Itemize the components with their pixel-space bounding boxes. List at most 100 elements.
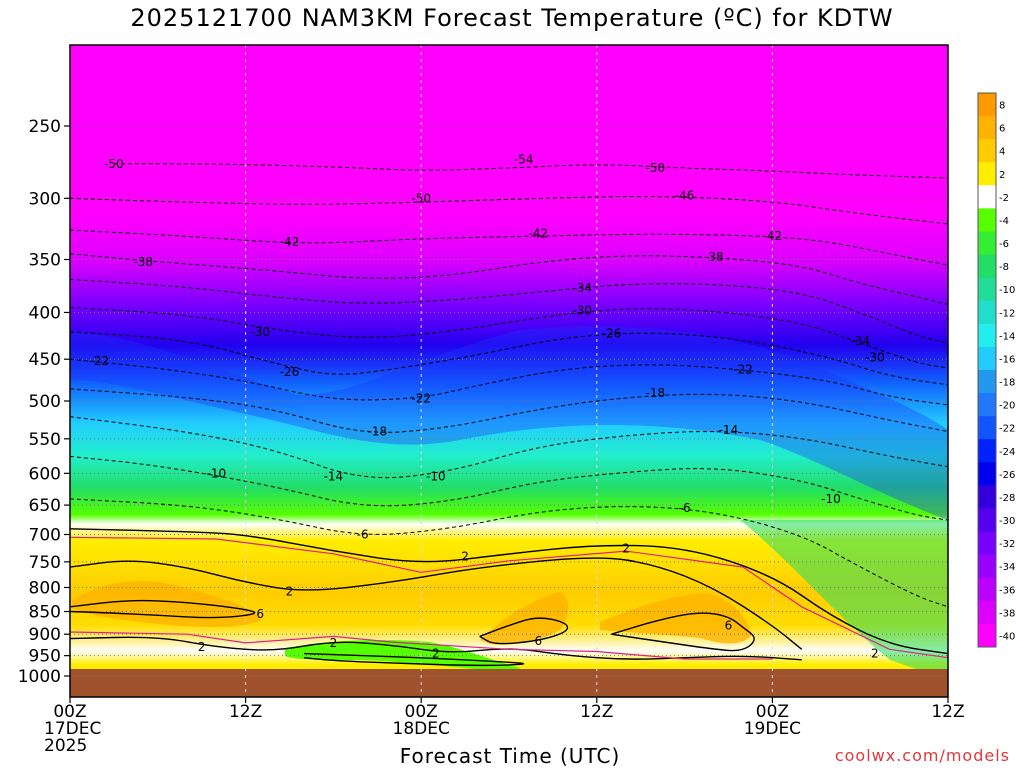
isotherm--38: [70, 253, 948, 305]
y-tick-label: 900: [29, 625, 61, 645]
isotherm-label: -30: [865, 350, 885, 364]
colorbar-swatch: [978, 439, 996, 463]
temperature-field: [70, 45, 948, 697]
isotherm-label: -50: [411, 191, 431, 205]
isotherm-2: [70, 557, 803, 650]
isotherm-2: [70, 528, 948, 655]
colorbar-tick-label: -24: [999, 447, 1015, 458]
y-tick-label: 500: [29, 392, 61, 412]
y-tick-label: 550: [29, 430, 61, 450]
colorbar-swatch: [978, 139, 996, 163]
isotherm--10: [70, 455, 948, 521]
warm-pool-mid: [480, 592, 569, 645]
colorbar-tick-label: -32: [999, 539, 1015, 550]
isotherm-label: 2: [622, 541, 630, 555]
isotherm-label: -42: [528, 227, 548, 241]
isotherm--42: [70, 229, 948, 266]
colorbar-tick-label: 4: [999, 147, 1005, 158]
x-tick-label: 00Z: [756, 702, 789, 722]
colorbar-swatch: [978, 416, 996, 440]
colorbar-tick-label: -30: [999, 516, 1015, 527]
colorbar-tick-label: -18: [999, 378, 1015, 389]
colorbar-tick-label: -12: [999, 308, 1015, 319]
isotherm--50: [113, 163, 948, 179]
isotherm-label: -22: [733, 363, 753, 377]
colorbar-tick-label: -22: [999, 424, 1015, 435]
x-tick-label: 2025: [44, 736, 87, 756]
isotherm-label: -38: [704, 250, 724, 264]
surface-ground: [70, 669, 948, 697]
isotherm-label: -10: [207, 466, 227, 480]
x-tick-label: 12Z: [580, 702, 613, 722]
colorbar-swatch: [978, 254, 996, 279]
isotherm--46: [70, 196, 948, 225]
isotherm-label: -46: [675, 189, 695, 203]
colorbar: 8 6 4 2 -2 -4 -6 -8 -10 -12 -14 -16 -18 -20 -22 -24 -26 -…: [977, 92, 1015, 648]
isotherm-2: [304, 652, 525, 667]
isotherm-label: -18: [646, 386, 666, 400]
colorbar-tick-label: -4: [999, 216, 1009, 227]
isotherm--26: [70, 331, 948, 386]
isotherm-label: -30: [250, 325, 270, 339]
isotherm-6: [479, 617, 569, 645]
colorbar-swatch: [978, 208, 996, 232]
colorbar-tick-label: -10: [999, 285, 1015, 296]
colorbar-swatch: [978, 623, 996, 648]
colorbar-swatch: [978, 462, 996, 486]
isotherm--6: [70, 498, 948, 608]
isotherm-label: 2: [286, 584, 294, 598]
isotherm-label: 6: [725, 618, 733, 632]
isotherm-label: -26: [280, 365, 300, 379]
isotherm-6: [70, 599, 256, 619]
y-axis: 2503003504004505005506006507007508008509…: [18, 117, 70, 687]
isotherm-6: [611, 612, 755, 652]
isotherm-label: 6: [256, 607, 264, 621]
isotherm-label: -6: [679, 501, 691, 515]
colorbar-swatch: [978, 508, 996, 533]
colorbar-swatch: [978, 116, 996, 140]
colorbar-tick-label: 6: [999, 124, 1005, 135]
colorbar-swatch: [978, 300, 996, 325]
isotherm-label: -50: [646, 161, 666, 175]
y-tick-label: 250: [29, 117, 61, 137]
warm-pool-right: [600, 593, 752, 644]
colorbar-tick-label: -40: [999, 631, 1015, 642]
isotherm-label: -14: [324, 470, 344, 484]
colorbar-swatch: [978, 277, 996, 302]
y-tick-label: 600: [29, 464, 61, 484]
colorbar-swatch: [978, 577, 996, 602]
chart-title: 2025121700 NAM3KM Forecast Temperature (…: [130, 4, 894, 32]
colorbar-swatch: [978, 231, 996, 256]
colorbar-swatch: [978, 600, 996, 625]
colorbar-tick-label: -28: [999, 493, 1015, 504]
x-tick-label: 00Z: [53, 702, 86, 722]
freezing-line: [70, 536, 948, 659]
colorbar-swatch: [978, 370, 996, 394]
y-tick-label: 450: [29, 350, 61, 370]
y-tick-label: 650: [29, 496, 61, 516]
x-tick-label: 19DEC: [744, 719, 801, 739]
colorbar-tick-label: -26: [999, 470, 1015, 481]
x-tick-label: 00Z: [405, 702, 438, 722]
isotherm-label: -54: [514, 152, 534, 166]
x-tick-label: 12Z: [931, 702, 964, 722]
isotherm-label: -22: [89, 354, 109, 368]
isotherm-2: [70, 636, 802, 661]
isotherm-label: -10: [821, 492, 841, 506]
colorbar-swatch: [978, 323, 996, 348]
y-tick-label: 300: [29, 189, 61, 209]
isotherm-label: 2: [871, 647, 879, 661]
y-tick-label: 1000: [18, 667, 61, 687]
x-tick-label: 18DEC: [393, 719, 450, 739]
isotherm-label: -34: [850, 334, 870, 348]
isotherm-label: 2: [432, 647, 440, 661]
site-credit[interactable]: coolwx.com/models: [834, 746, 1010, 765]
isotherm--30: [70, 307, 948, 369]
x-tick-label: 17DEC: [44, 719, 101, 739]
isotherm-label: -34: [572, 281, 592, 295]
isotherm-label: 2: [461, 550, 469, 564]
isotherm-label: -38: [133, 255, 153, 269]
plot-frame: [69, 44, 949, 698]
isotherm-labels: -50 -54-50-46-50-42-42 -42-38 -38-34-34-30-…: [89, 152, 884, 660]
